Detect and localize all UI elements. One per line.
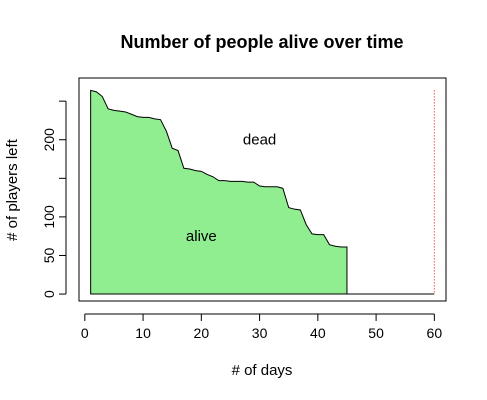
- plot-area: dead alive: [90, 89, 435, 295]
- y-tick-label: 100: [41, 205, 57, 229]
- x-tick-label: 10: [135, 325, 151, 341]
- x-axis: 0 10 20 30 40 50 60: [81, 313, 443, 341]
- plot-frame: [78, 77, 447, 302]
- y-tick-label: 0: [41, 290, 57, 298]
- y-axis: 0 50 100 200: [41, 100, 67, 298]
- annotation-dead: dead: [243, 132, 276, 149]
- x-tick-label: 60: [427, 325, 443, 341]
- x-tick-label: 30: [252, 325, 268, 341]
- y-tick-label: 50: [41, 247, 57, 263]
- x-tick-label: 20: [194, 325, 210, 341]
- alive-area: [90, 89, 348, 295]
- y-axis-label: # of players left: [4, 138, 21, 241]
- chart-title: Number of people alive over time: [120, 32, 403, 52]
- x-tick-label: 0: [81, 325, 89, 341]
- x-axis-label: # of days: [232, 362, 293, 379]
- y-tick-label: 200: [41, 128, 57, 152]
- annotation-alive: alive: [186, 228, 217, 245]
- x-tick-label: 40: [310, 325, 326, 341]
- x-tick-label: 50: [368, 325, 384, 341]
